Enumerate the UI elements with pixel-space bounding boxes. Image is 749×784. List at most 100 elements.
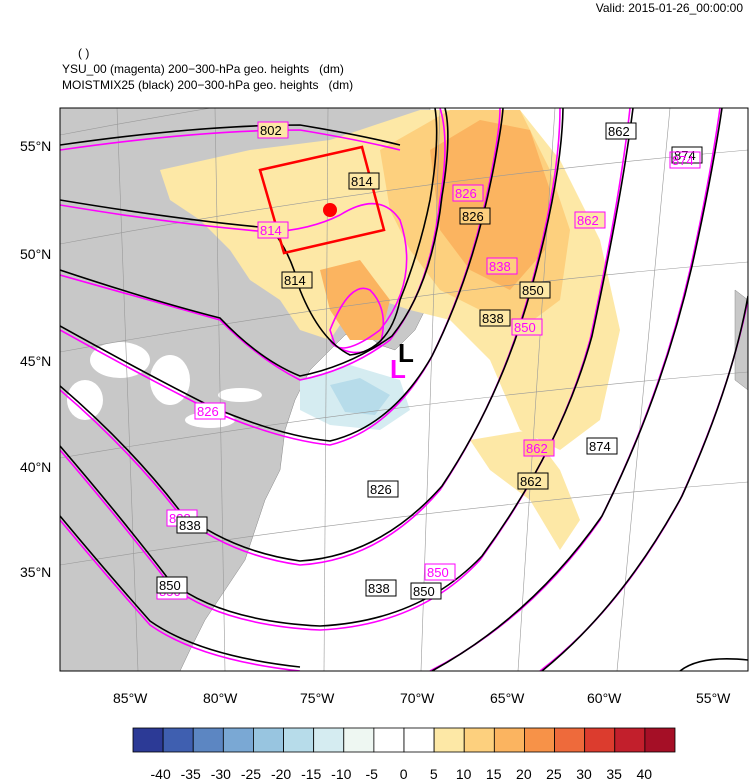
colorbar-tick-label: 35 xyxy=(606,766,622,782)
lon-label-80w: 80°W xyxy=(203,690,238,706)
colorbar-tick-label: 5 xyxy=(429,766,438,782)
colorbar-swatch xyxy=(433,727,465,753)
contour-label: 862 xyxy=(523,439,555,457)
colorbar-tick-label: 20 xyxy=(516,766,532,782)
colorbar-tick-label: -5 xyxy=(365,766,378,782)
contour-label: 838 xyxy=(176,516,208,534)
lon-label-65w: 65°W xyxy=(490,690,525,706)
contour-label: 874 xyxy=(669,151,701,169)
contour-label: 850 xyxy=(410,582,442,600)
graticule xyxy=(60,108,748,671)
svg-text:874: 874 xyxy=(672,153,694,168)
low-center-magenta: L xyxy=(390,354,406,384)
svg-text:862: 862 xyxy=(526,441,548,456)
colorbar-tick-label: 40 xyxy=(636,766,653,782)
contour-labels: 802 814 814 814 826 826 826 826 838 838 … xyxy=(156,121,703,600)
colorbar-swatch xyxy=(132,727,164,753)
contour-label: 826 xyxy=(367,480,399,498)
reference-point-marker xyxy=(323,203,337,217)
colorbar-tick-label: -35 xyxy=(180,766,201,782)
lon-label-70w: 70°W xyxy=(400,690,435,706)
legend-line-ysu: YSU_00 (magenta) 200−300-hPa geo. height… xyxy=(62,62,344,76)
colorbar-tick-label: 15 xyxy=(485,766,502,782)
lon-label-85w: 85°W xyxy=(113,690,148,706)
svg-text:826: 826 xyxy=(462,209,484,224)
colorbar-swatch xyxy=(283,727,315,753)
contour-label: 814 xyxy=(281,271,313,289)
svg-text:826: 826 xyxy=(370,482,392,497)
colorbar-tick-label: 0 xyxy=(399,766,408,782)
lat-label-55n: 55°N xyxy=(20,138,52,154)
contour-label: 826 xyxy=(459,207,491,225)
svg-text:826: 826 xyxy=(197,404,219,419)
low-center-black: L xyxy=(398,338,414,368)
lat-label-50n: 50°N xyxy=(20,246,52,262)
contour-label: 838 xyxy=(479,309,511,327)
contour-label: 802 xyxy=(257,121,289,139)
colorbar-tick-label: -25 xyxy=(240,766,262,782)
valid-time: Valid: 2015-01-26_00:00:00 xyxy=(595,1,743,15)
colorbar-swatch xyxy=(403,727,435,753)
svg-text:838: 838 xyxy=(368,581,390,596)
svg-text:838: 838 xyxy=(489,259,511,274)
colorbar-swatch xyxy=(644,727,676,753)
lon-label-60w: 60°W xyxy=(587,690,622,706)
contour-label: 850 xyxy=(511,318,543,336)
svg-text:802: 802 xyxy=(260,123,282,138)
svg-text:850: 850 xyxy=(522,283,544,298)
contour-label: 814 xyxy=(257,221,289,239)
colorbar-swatch xyxy=(614,727,646,753)
colorbar-swatch xyxy=(192,727,224,753)
svg-text:838: 838 xyxy=(179,518,201,533)
svg-text:862: 862 xyxy=(608,124,630,139)
colorbar-tick-label: -30 xyxy=(210,766,231,782)
legend-line-moistmix: MOISTMIX25 (black) 200−300-hPa geo. heig… xyxy=(62,78,354,92)
colorbar-swatch xyxy=(524,727,555,753)
svg-text:850: 850 xyxy=(427,565,449,580)
svg-text:874: 874 xyxy=(589,439,611,454)
contour-label: 874 xyxy=(586,437,618,455)
map-frame xyxy=(59,107,749,672)
svg-text:850: 850 xyxy=(159,578,181,593)
colorbar-tick-label: -15 xyxy=(301,766,322,782)
colorbar-tick-label: -20 xyxy=(270,766,292,782)
svg-text:862: 862 xyxy=(520,474,542,489)
colorbar-swatch xyxy=(554,727,586,753)
contour-label: 814 xyxy=(348,172,380,190)
contour-label: 862 xyxy=(574,211,606,229)
contour-label: 850 xyxy=(156,576,188,594)
lat-label-45n: 45°N xyxy=(20,353,52,369)
colorbar-swatch xyxy=(584,727,616,753)
colorbar-swatch xyxy=(343,727,375,753)
lat-label-35n: 35°N xyxy=(20,564,52,580)
svg-text:826: 826 xyxy=(455,186,477,201)
colorbar-tick-label: -10 xyxy=(331,766,352,782)
contour-label: 862 xyxy=(517,472,549,490)
colorbar-swatch xyxy=(463,727,495,753)
contour-label: 862 xyxy=(605,122,637,140)
contour-label: 850 xyxy=(519,281,551,299)
svg-text:850: 850 xyxy=(413,584,435,599)
colorbar-swatch xyxy=(162,727,194,753)
svg-text:850: 850 xyxy=(514,320,536,335)
contour-label: 850 xyxy=(424,563,456,581)
colorbar-tick-label: 25 xyxy=(546,766,562,782)
colorbar-swatch xyxy=(222,727,254,753)
colorbar-tick-label: -40 xyxy=(150,766,171,782)
colorbar xyxy=(132,727,676,753)
svg-text:814: 814 xyxy=(260,223,282,238)
black-contours xyxy=(60,108,748,671)
colorbar-tick-label: 30 xyxy=(576,766,592,782)
contour-label: 826 xyxy=(194,402,226,420)
svg-text:862: 862 xyxy=(577,213,599,228)
map-panel: L L xyxy=(60,108,748,671)
svg-text:838: 838 xyxy=(482,311,504,326)
svg-text:814: 814 xyxy=(351,174,373,189)
plot-subtitle: ( ) xyxy=(78,46,90,60)
contour-label: 838 xyxy=(486,257,518,275)
lon-label-75w: 75°W xyxy=(300,690,335,706)
colorbar-swatch xyxy=(313,727,345,753)
colorbar-tick-label: 10 xyxy=(455,766,472,782)
colorbar-swatch xyxy=(373,727,405,753)
